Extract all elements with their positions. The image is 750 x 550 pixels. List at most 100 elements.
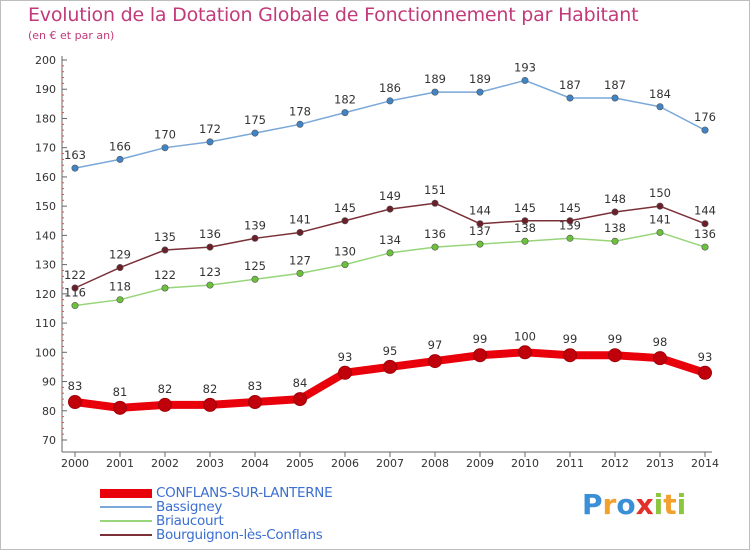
data-label: 138 <box>514 221 536 235</box>
y-tick-label: 160 <box>35 171 56 184</box>
data-point <box>206 281 214 289</box>
data-label: 189 <box>424 72 446 86</box>
logo-letter: P <box>582 488 603 521</box>
y-tick-label: 130 <box>35 259 56 272</box>
series-0: 83 81 82 82 83 84 93 95 97 99 100 99 99 98 93 <box>68 329 712 415</box>
data-label: 123 <box>199 265 221 279</box>
proxiti-logo: Proxiti <box>582 488 686 521</box>
legend-swatch-bassigney <box>100 506 152 508</box>
y-tick-label: 80 <box>42 405 56 418</box>
data-label: 137 <box>469 224 491 238</box>
data-label: 122 <box>64 268 86 282</box>
data-point <box>653 351 667 366</box>
legend-item-bassigney: Bassigney <box>100 500 332 514</box>
y-tick-label: 170 <box>35 142 56 155</box>
x-tick-label: 2005 <box>286 457 314 470</box>
data-point <box>656 103 664 111</box>
y-tick-label: 70 <box>42 434 56 447</box>
data-label: 148 <box>604 192 626 206</box>
x-tick-label: 2011 <box>556 457 584 470</box>
data-point <box>698 365 712 380</box>
x-tick-label: 2001 <box>106 457 134 470</box>
x-tick-label: 2014 <box>691 457 719 470</box>
legend-item-bourguignon: Bourguignon-lès-Conflans <box>100 528 332 542</box>
data-point <box>161 284 169 292</box>
data-label: 129 <box>109 248 131 262</box>
x-tick-label: 2007 <box>376 457 404 470</box>
series-layer: 163 166 170 172 175 178 182 186 189 189 193 187 187 1… <box>64 60 716 415</box>
data-point <box>341 217 349 225</box>
x-tick-label: 2012 <box>601 457 629 470</box>
data-label: 141 <box>289 212 311 226</box>
legend-label-bourguignon: Bourguignon-lès-Conflans <box>156 527 323 543</box>
logo-letter: i <box>653 488 664 521</box>
data-label: 144 <box>469 204 491 218</box>
data-label: 98 <box>653 335 668 349</box>
y-tick-label: 150 <box>35 200 56 213</box>
data-point <box>611 237 619 245</box>
data-point <box>701 243 709 251</box>
logo-letter: r <box>602 488 617 521</box>
data-label: 184 <box>649 87 671 101</box>
data-label: 99 <box>563 332 578 346</box>
x-tick-label: 2010 <box>511 457 539 470</box>
legend-label-conflans: CONFLANS-SUR-LANTERNE <box>156 485 333 501</box>
data-point <box>386 205 394 213</box>
data-label: 95 <box>383 344 398 358</box>
data-label: 97 <box>428 338 443 352</box>
data-point <box>161 144 169 152</box>
data-point <box>116 264 124 272</box>
y-tick-label: 180 <box>35 112 56 125</box>
data-point <box>563 348 577 363</box>
legend-swatch-conflans <box>100 488 152 498</box>
data-label: 166 <box>109 139 131 153</box>
data-label: 83 <box>68 379 83 393</box>
data-label: 127 <box>289 253 311 267</box>
data-point <box>341 109 349 117</box>
data-label: 189 <box>469 72 491 86</box>
data-label: 176 <box>694 110 716 124</box>
data-point <box>248 395 262 409</box>
data-label: 99 <box>473 332 488 346</box>
data-point <box>71 302 79 310</box>
chart-title: Evolution de la Dotation Globale de Fonc… <box>28 4 639 26</box>
x-tick-label: 2013 <box>646 457 674 470</box>
data-point <box>383 359 397 374</box>
data-label: 175 <box>244 113 266 127</box>
legend: CONFLANS-SUR-LANTERNE Bassigney Briaucou… <box>100 485 333 542</box>
data-label: 118 <box>109 280 131 294</box>
data-label: 163 <box>64 148 86 162</box>
x-tick-label: 2008 <box>421 457 449 470</box>
x-tick-label: 2006 <box>331 457 359 470</box>
y-tick-label: 140 <box>35 229 56 242</box>
data-label: 136 <box>199 227 221 241</box>
data-label: 100 <box>514 329 536 343</box>
data-label: 187 <box>559 78 581 92</box>
data-label: 130 <box>334 245 356 259</box>
data-point <box>566 217 574 225</box>
data-point <box>113 400 127 415</box>
logo-letter: x <box>635 488 654 521</box>
legend-item-conflans: CONFLANS-SUR-LANTERNE <box>100 485 333 501</box>
y-tick-label: 100 <box>35 346 56 359</box>
series-1: 163 166 170 172 175 178 182 186 189 189 193 187 187 1… <box>64 60 716 172</box>
data-point <box>68 395 82 409</box>
data-label: 136 <box>424 227 446 241</box>
data-label: 186 <box>379 81 401 95</box>
data-point <box>521 217 529 225</box>
data-point <box>701 126 709 134</box>
data-point <box>251 275 259 283</box>
data-label: 136 <box>694 227 716 241</box>
data-point <box>473 348 487 363</box>
data-label: 187 <box>604 78 626 92</box>
data-label: 150 <box>649 186 671 200</box>
x-tick-label: 2000 <box>61 457 89 470</box>
data-label: 83 <box>248 379 263 393</box>
series-3: 122 129 135 136 139 141 145 149 151 144 145 145 148 1… <box>64 183 716 292</box>
data-point <box>608 348 622 363</box>
data-label: 193 <box>514 60 536 74</box>
data-point <box>161 246 169 254</box>
data-point <box>251 234 259 242</box>
logo-letter: i <box>676 488 687 521</box>
data-point <box>431 243 439 251</box>
